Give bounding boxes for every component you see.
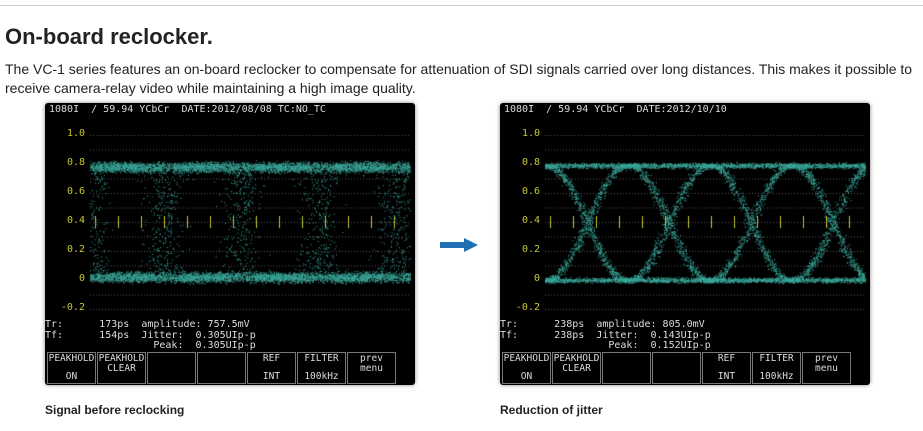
measurement-line1: Tr: 238ps amplitude: 805.0mV xyxy=(500,319,705,330)
softkey-button[interactable] xyxy=(147,352,196,384)
screen-header: 1080I / 59.94 YCbCr DATE:2012/10/10 xyxy=(504,104,727,115)
measurement-line2: Tf: 238ps Jitter: 0.143UIp-p xyxy=(500,329,711,341)
y-tick-label: 0.6 xyxy=(66,186,85,197)
y-tick-label: 0.4 xyxy=(521,215,540,226)
y-tick-label: -0.2 xyxy=(60,302,85,313)
softkey-button[interactable] xyxy=(652,352,701,384)
softkey-button[interactable]: PEAKHOLD ON xyxy=(502,352,551,384)
softkey-label: PEAKHOLD CLEAR xyxy=(98,353,145,374)
softkey-value: INT xyxy=(717,371,736,382)
softkey-label: PEAKHOLD xyxy=(48,353,95,364)
softkey-label: FILTER xyxy=(304,353,339,364)
softkey-value: ON xyxy=(520,371,533,382)
y-tick-label: 0.2 xyxy=(521,244,540,255)
y-tick-label: 0 xyxy=(78,273,85,284)
y-tick-label: 0.8 xyxy=(521,157,540,168)
y-tick-label: 0.2 xyxy=(66,244,85,255)
measurement-line2: Tf: 154ps Jitter: 0.305UIp-p xyxy=(45,329,256,341)
softkey-bar: PEAKHOLD ON PEAKHOLD CLEAR REF INT FILTER 100k… xyxy=(502,352,852,384)
softkey-button[interactable]: prev menu xyxy=(802,352,851,384)
measurement-line1: Tr: 173ps amplitude: 757.5mV xyxy=(45,319,250,330)
eye-pattern-screen-after: 1080I / 59.94 YCbCr DATE:2012/10/10 1.0 0.… xyxy=(500,103,870,385)
softkey-button[interactable]: prev menu xyxy=(347,352,396,384)
y-tick-label: 1.0 xyxy=(66,128,85,139)
caption-before: Signal before reclocking xyxy=(45,403,185,417)
softkey-value: 100kHz xyxy=(759,371,794,382)
eye-diagram-canvas xyxy=(45,103,415,353)
y-tick-label: 0.4 xyxy=(66,215,85,226)
y-tick-label: 0 xyxy=(533,273,540,284)
measurement-line3: Peak: 0.305UIp-p xyxy=(45,340,256,351)
softkey-label: FILTER xyxy=(759,353,794,364)
softkey-value: 100kHz xyxy=(304,371,339,382)
softkey-button[interactable]: FILTER 100kHz xyxy=(297,352,346,384)
section-description: The VC-1 series features an on-board rec… xyxy=(5,61,913,96)
y-tick-label: 1.0 xyxy=(521,128,540,139)
softkey-button[interactable]: PEAKHOLD CLEAR xyxy=(552,352,601,384)
y-tick-label: 0.8 xyxy=(66,157,85,168)
eye-diagram-canvas xyxy=(500,103,870,353)
top-divider xyxy=(0,5,923,6)
eye-pattern-screen-before: 1080I / 59.94 YCbCr DATE:2012/08/08 TC:N… xyxy=(45,103,415,385)
softkey-label: PEAKHOLD CLEAR xyxy=(553,353,600,374)
y-tick-label: -0.2 xyxy=(515,302,540,313)
measurement-line3: Peak: 0.152UIp-p xyxy=(500,340,711,351)
softkey-bar: PEAKHOLD ON PEAKHOLD CLEAR REF INT FILTER 100k… xyxy=(47,352,397,384)
softkey-value: ON xyxy=(65,371,78,382)
softkey-button[interactable]: PEAKHOLD ON xyxy=(47,352,96,384)
softkey-button[interactable]: REF INT xyxy=(702,352,751,384)
softkey-button[interactable]: REF INT xyxy=(247,352,296,384)
caption-after: Reduction of jitter xyxy=(500,403,603,417)
y-tick-label: 0.6 xyxy=(521,186,540,197)
right-arrow-icon xyxy=(440,238,478,252)
softkey-label: PEAKHOLD xyxy=(503,353,550,364)
softkey-button[interactable] xyxy=(197,352,246,384)
softkey-value: INT xyxy=(262,371,281,382)
softkey-button[interactable] xyxy=(602,352,651,384)
softkey-label: REF xyxy=(262,353,281,364)
softkey-label: REF xyxy=(717,353,736,364)
screen-header: 1080I / 59.94 YCbCr DATE:2012/08/08 TC:N… xyxy=(49,104,326,115)
softkey-button[interactable]: PEAKHOLD CLEAR xyxy=(97,352,146,384)
softkey-button[interactable]: FILTER 100kHz xyxy=(752,352,801,384)
section-title: On-board reclocker. xyxy=(5,24,213,49)
softkey-label: prev menu xyxy=(360,353,383,374)
softkey-label: prev menu xyxy=(815,353,838,374)
